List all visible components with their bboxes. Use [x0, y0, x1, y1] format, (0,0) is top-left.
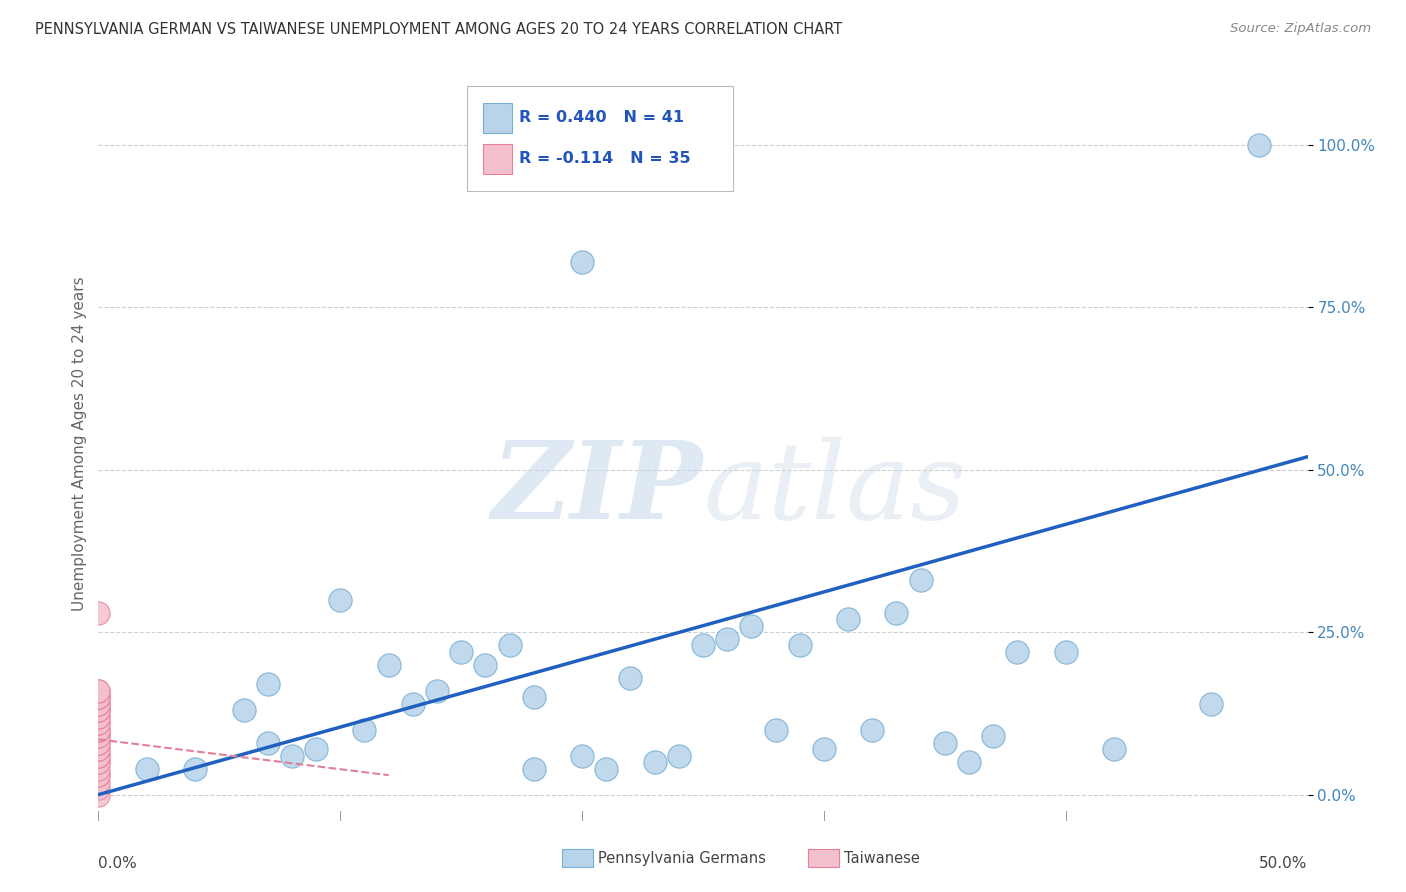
Point [87, 703, 110, 717]
Point [87, 690, 110, 705]
Point [87, 606, 110, 620]
Point [1199, 697, 1222, 711]
Point [789, 638, 811, 652]
Point [837, 612, 859, 626]
Text: 0.0%: 0.0% [98, 856, 138, 871]
Text: R = -0.114   N = 35: R = -0.114 N = 35 [519, 152, 690, 166]
Point [498, 638, 520, 652]
Point [668, 748, 690, 763]
Point [377, 657, 399, 672]
Point [87, 723, 110, 737]
Bar [482, 103, 512, 133]
Point [523, 762, 546, 776]
Point [305, 742, 328, 756]
Point [450, 645, 472, 659]
Point [87, 703, 110, 717]
Point [87, 755, 110, 769]
Point [87, 762, 110, 776]
Point [87, 788, 110, 802]
Point [281, 748, 304, 763]
Point [87, 683, 110, 698]
Text: Source: ZipAtlas.com: Source: ZipAtlas.com [1230, 22, 1371, 36]
Point [595, 762, 617, 776]
Point [87, 723, 110, 737]
Point [716, 632, 738, 646]
Point [910, 573, 932, 587]
Point [860, 723, 883, 737]
Point [87, 748, 110, 763]
Point [87, 709, 110, 723]
Point [523, 690, 546, 705]
Point [571, 255, 593, 269]
Y-axis label: Unemployment Among Ages 20 to 24 years: Unemployment Among Ages 20 to 24 years [72, 277, 87, 611]
Point [256, 677, 278, 691]
Point [87, 716, 110, 731]
Point [232, 703, 254, 717]
Point [426, 683, 449, 698]
Text: Pennsylvania Germans: Pennsylvania Germans [598, 851, 765, 865]
Point [402, 697, 425, 711]
Point [1007, 645, 1029, 659]
Point [87, 697, 110, 711]
Point [474, 657, 496, 672]
Point [87, 729, 110, 743]
Point [87, 774, 110, 789]
Point [87, 768, 110, 782]
Point [87, 690, 110, 705]
Text: 50.0%: 50.0% [1260, 856, 1308, 871]
Point [87, 736, 110, 750]
Point [135, 762, 157, 776]
Point [1054, 645, 1077, 659]
Point [87, 703, 110, 717]
Point [1102, 742, 1125, 756]
Point [353, 723, 375, 737]
Point [813, 742, 835, 756]
Point [981, 729, 1004, 743]
Point [87, 690, 110, 705]
Point [87, 755, 110, 769]
Text: R = 0.440   N = 41: R = 0.440 N = 41 [519, 110, 685, 125]
Point [256, 736, 278, 750]
FancyBboxPatch shape [467, 86, 734, 191]
Point [87, 690, 110, 705]
Point [87, 723, 110, 737]
Bar [482, 144, 512, 174]
Point [87, 748, 110, 763]
Point [644, 755, 666, 769]
Point [957, 755, 980, 769]
Point [87, 736, 110, 750]
Point [87, 709, 110, 723]
Point [619, 671, 641, 685]
Point [571, 748, 593, 763]
Point [692, 638, 714, 652]
Point [184, 762, 207, 776]
Text: Taiwanese: Taiwanese [844, 851, 920, 865]
Point [87, 742, 110, 756]
Point [87, 697, 110, 711]
Point [740, 618, 762, 632]
Point [87, 683, 110, 698]
Point [87, 781, 110, 796]
Point [765, 723, 787, 737]
Point [87, 768, 110, 782]
Point [87, 742, 110, 756]
Text: ZIP: ZIP [492, 436, 703, 542]
Point [329, 592, 352, 607]
Text: atlas: atlas [703, 436, 966, 541]
Point [1249, 137, 1271, 152]
Point [934, 736, 956, 750]
Point [886, 606, 908, 620]
Point [87, 716, 110, 731]
Point [87, 729, 110, 743]
Text: PENNSYLVANIA GERMAN VS TAIWANESE UNEMPLOYMENT AMONG AGES 20 TO 24 YEARS CORRELAT: PENNSYLVANIA GERMAN VS TAIWANESE UNEMPLO… [35, 22, 842, 37]
